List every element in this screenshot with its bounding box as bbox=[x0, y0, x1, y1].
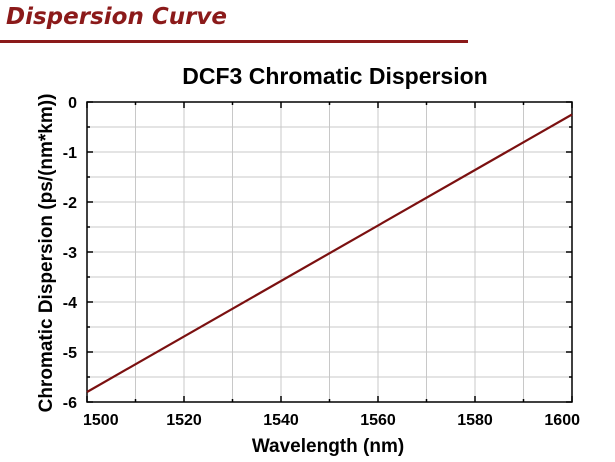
x-axis-label: Wavelength (nm) bbox=[252, 436, 404, 457]
dispersion-chart: DCF3 Chromatic Dispersion 1500 1520 1540 15… bbox=[36, 63, 580, 457]
section-title: Dispersion Curve bbox=[6, 4, 228, 30]
series-group bbox=[86, 113, 573, 393]
y-tick-label: -1 bbox=[63, 145, 77, 162]
section-header: Dispersion Curve bbox=[0, 0, 470, 44]
chart-grid bbox=[87, 102, 572, 402]
y-axis-label: Chromatic Dispersion (ps/(nm*km)) bbox=[36, 94, 57, 413]
axis-ticks: 1500 1520 1540 1560 1580 1600 0 -1 -2 -3 -4 -5 -6 bbox=[63, 95, 580, 429]
y-tick-label: -2 bbox=[63, 195, 77, 212]
x-tick-label: 1540 bbox=[263, 412, 299, 429]
y-tick-label: -3 bbox=[63, 245, 77, 262]
x-tick-label: 1580 bbox=[457, 412, 493, 429]
y-tick-label: -5 bbox=[63, 345, 77, 362]
y-tick-label: -4 bbox=[63, 295, 77, 312]
y-tick-label: -6 bbox=[63, 395, 77, 412]
y-tick-label: 0 bbox=[68, 95, 77, 112]
section-divider bbox=[0, 40, 468, 43]
chart-title: DCF3 Chromatic Dispersion bbox=[182, 63, 487, 89]
x-tick-label: 1600 bbox=[544, 412, 580, 429]
x-tick-label: 1520 bbox=[166, 412, 202, 429]
x-tick-label: 1500 bbox=[83, 412, 119, 429]
series-line-dcf3 bbox=[86, 113, 573, 393]
x-tick-label: 1560 bbox=[360, 412, 396, 429]
